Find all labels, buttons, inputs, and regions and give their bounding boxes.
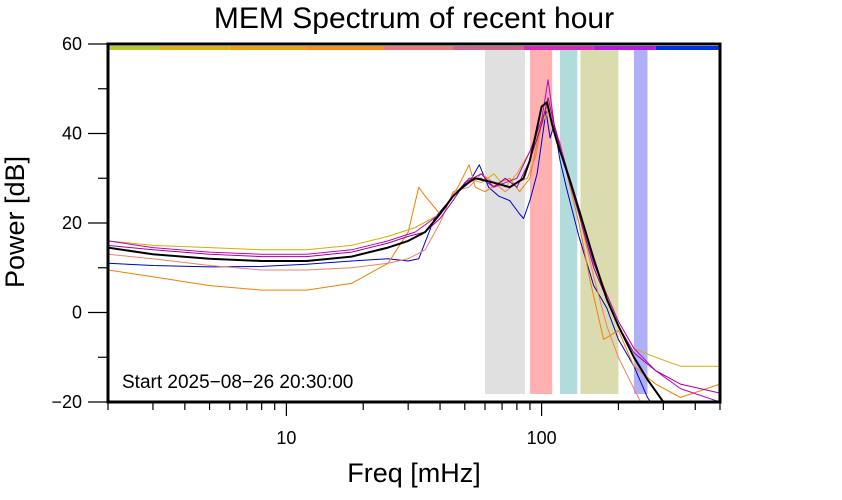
series-line-2 (108, 106, 720, 398)
y-tick-label: −20 (51, 392, 82, 412)
top-strip-segment-6 (453, 46, 524, 50)
y-tick-label: 60 (62, 34, 82, 54)
color-band-strip (108, 46, 720, 50)
top-strip-segment-5 (383, 46, 454, 50)
band-1 (484, 50, 525, 394)
series-mean-line (108, 101, 665, 402)
y-tick-label: 40 (62, 124, 82, 144)
x-tick-label: 10 (276, 428, 296, 448)
x-axis-label: Freq [mHz] (347, 458, 481, 488)
series-line-5 (108, 79, 720, 402)
top-strip-segment-4 (306, 46, 384, 50)
band-3 (559, 50, 578, 394)
y-axis-label: Power [dB] (0, 156, 30, 288)
top-strip-segment-8 (593, 46, 656, 50)
frequency-bands (484, 50, 648, 394)
start-time-annotation: Start 2025−08−26 20:30:00 (122, 372, 353, 393)
x-tick-label: 100 (527, 428, 557, 448)
top-strip-segment-1 (108, 46, 161, 50)
y-tick-label: 0 (72, 303, 82, 323)
chart-title: MEM Spectrum of recent hour (214, 2, 614, 35)
series-line-3 (108, 110, 642, 402)
top-strip-segment-7 (523, 46, 594, 50)
top-strip-segment-9 (655, 46, 720, 50)
band-4 (580, 50, 619, 394)
y-tick-label: 20 (62, 213, 82, 233)
band-5 (633, 50, 648, 394)
axes: −20 0 20 40 60 10 100 (51, 34, 722, 448)
top-strip-segment-2 (160, 46, 230, 50)
spectrum-series (108, 79, 720, 402)
plot-frame (106, 42, 722, 404)
series-line-1 (108, 110, 652, 402)
top-strip-segment-3 (229, 46, 307, 50)
series-line-6 (108, 97, 720, 394)
